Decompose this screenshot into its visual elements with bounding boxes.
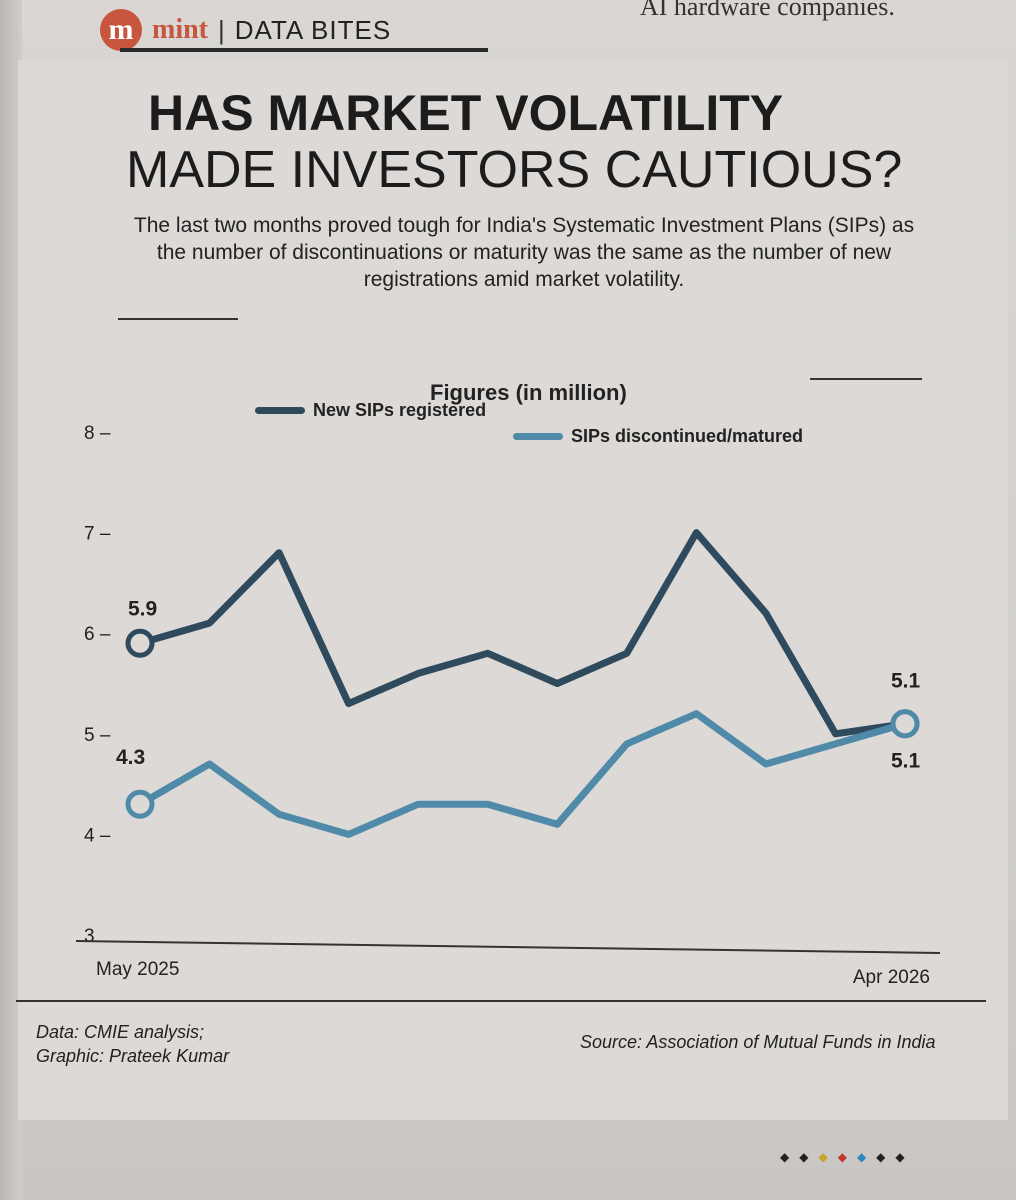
section-name: DATA BITES bbox=[234, 14, 392, 45]
source-note: Source: Association of Mutual Funds in I… bbox=[580, 1032, 936, 1052]
page-title-line-2: MADE INVESTORS CAUTIOUS? bbox=[126, 141, 903, 199]
mint-logo-icon: m bbox=[100, 9, 142, 51]
legend-item-new-sips: New SIPs registered bbox=[255, 400, 486, 421]
page-title-line-1: HAS MARKET VOLATILITY bbox=[148, 85, 784, 141]
x-axis-line bbox=[75, 940, 941, 954]
legend-swatch-new-sips bbox=[255, 407, 305, 414]
masthead-separator: | bbox=[218, 14, 225, 45]
data-credit: Data: CMIE analysis; bbox=[36, 1022, 205, 1042]
graphic-credit: Graphic: Prateek Kumar bbox=[36, 1046, 230, 1066]
legend-label-sips-discontinued: SIPs discontinued/matured bbox=[571, 426, 804, 446]
series-marker-0 bbox=[125, 628, 155, 658]
page-dot: ◆ bbox=[856, 1150, 867, 1164]
legend-swatch-sips-discontinued bbox=[513, 433, 563, 440]
series-line-1 bbox=[136, 710, 909, 838]
page-edge bbox=[0, 0, 22, 1200]
y-tick-label: 4 – bbox=[84, 825, 111, 846]
chart-legend: New SIPs registered SIPs discontinued/ma… bbox=[255, 400, 815, 450]
page-dot: ◆ bbox=[895, 1150, 905, 1164]
page-dot: ◆ bbox=[837, 1150, 847, 1164]
series-marker-1 bbox=[125, 789, 155, 819]
y-tick-label: 3 bbox=[84, 926, 95, 947]
brand-name: mint bbox=[152, 14, 208, 45]
subtitle-rule-right bbox=[810, 378, 922, 380]
subtitle-rule-left bbox=[118, 318, 238, 320]
page-dot: ◆ bbox=[876, 1150, 886, 1164]
series-marker-1 bbox=[890, 709, 920, 739]
credits: Data: CMIE analysis; Graphic: Prateek Ku… bbox=[36, 1020, 229, 1068]
y-tick-label: 7 – bbox=[84, 524, 111, 545]
footer-rule bbox=[16, 1000, 986, 1002]
data-label-discontinued-end: 5.1 bbox=[891, 750, 921, 773]
page-dots: ◆ ◆ ◆ ◆ ◆ ◆ ◆ bbox=[780, 1150, 905, 1164]
x-tick-label-start: May 2025 bbox=[96, 959, 179, 980]
legend-item-sips-discontinued: SIPs discontinued/matured bbox=[513, 426, 803, 447]
page-dot: ◆ bbox=[780, 1150, 790, 1164]
page-subtitle: The last two months proved tough for Ind… bbox=[133, 214, 915, 291]
y-tick-label: 6 – bbox=[84, 624, 111, 645]
page-dot: ◆ bbox=[799, 1150, 809, 1164]
legend-label-new-sips: New SIPs registered bbox=[313, 400, 487, 420]
chart-title: Figures (in million) bbox=[430, 380, 627, 405]
y-tick-label: 8 – bbox=[84, 423, 111, 444]
masthead: m mint | DATA BITES bbox=[100, 9, 490, 51]
previous-article-headline: AI hardware companies. bbox=[640, 0, 895, 21]
data-label-new-start: 5.9 bbox=[128, 597, 157, 620]
masthead-rule bbox=[120, 48, 488, 52]
x-tick-label-end: Apr 2026 bbox=[853, 967, 930, 988]
data-label-new-end: 5.1 bbox=[891, 670, 921, 693]
series-line-0 bbox=[136, 529, 909, 738]
data-label-discontinued-start: 4.3 bbox=[116, 746, 145, 769]
page-dot: ◆ bbox=[818, 1150, 828, 1164]
y-tick-label: 5 – bbox=[84, 725, 111, 746]
